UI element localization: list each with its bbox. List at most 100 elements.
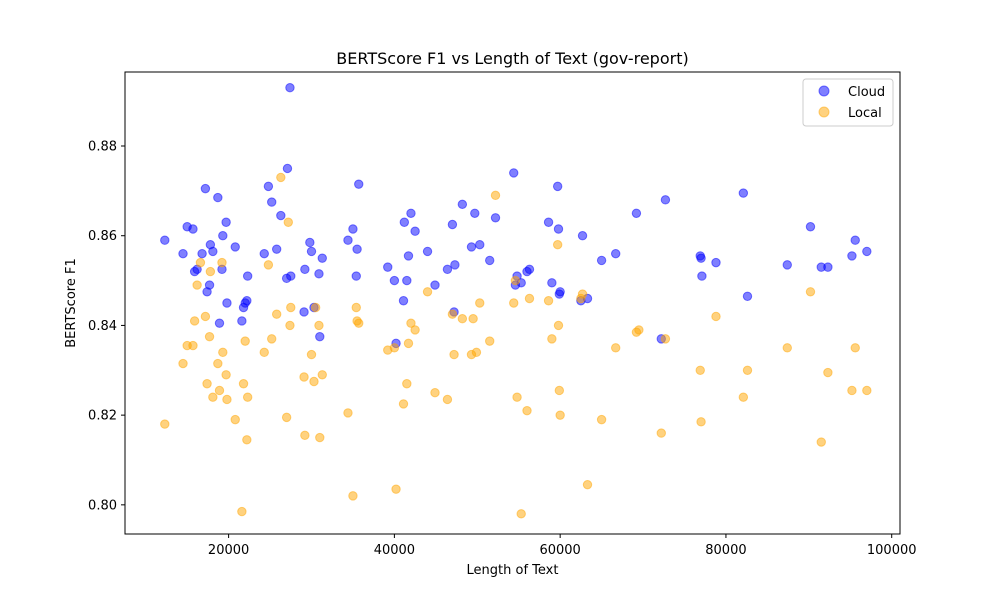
chart-title: BERTScore F1 vs Length of Text (gov-repo… [336,49,688,68]
y-tick-label: 0.88 [88,140,117,155]
data-point-cloud [553,224,564,234]
data-point-cloud [402,275,412,286]
data-point-cloud [242,296,252,306]
data-point-cloud [457,199,468,210]
data-point-cloud [299,307,309,317]
data-point-cloud [204,280,215,290]
x-tick-label: 20000 [208,543,249,558]
data-point-local [805,287,816,297]
data-point-cloud [711,257,721,268]
legend-marker-cloud [818,85,830,97]
data-point-local [189,316,200,326]
data-point-local [217,257,227,268]
data-point-local [237,506,247,517]
data-point-local [348,491,358,501]
data-point-local [634,325,644,335]
data-point-local [449,349,459,360]
data-point-local [547,334,557,344]
data-point-cloud [208,246,218,257]
points-layer [160,83,872,519]
legend-label-local: Local [848,106,882,121]
data-point-local [457,314,468,324]
data-point-cloud [696,253,706,263]
data-point-cloud [422,246,433,257]
x-tick-label: 80000 [705,543,746,558]
data-point-local [195,257,206,268]
data-point-cloud [271,244,282,254]
data-point-local [442,394,453,405]
x-axis: 20000 40000 60000 80000 100000 [208,534,917,558]
data-point-local [543,296,554,306]
data-point-local [490,190,501,201]
data-point-local [299,372,309,382]
data-point-cloud [242,271,253,281]
y-tick-label: 0.86 [88,229,117,244]
legend-label-cloud: Cloud [848,85,885,100]
data-point-cloud [315,331,325,342]
data-point-cloud [188,224,198,234]
data-point-local [611,343,621,353]
data-point-local [553,320,564,331]
data-point-cloud [447,219,458,230]
data-point-local [485,336,495,346]
data-point-cloud [286,271,296,281]
data-point-local [823,367,833,378]
data-point-cloud [805,222,816,232]
data-point-cloud [485,255,495,266]
data-point-local [522,405,532,416]
data-point-local [422,287,433,297]
data-point-cloud [160,235,170,245]
data-point-cloud [509,168,519,178]
data-point-local [238,379,249,389]
y-tick-label: 0.84 [88,319,117,334]
data-point-local [286,302,296,313]
data-point-cloud [282,163,293,174]
data-point-cloud [660,195,671,205]
data-point-local [267,334,277,344]
data-point-local [555,410,565,420]
data-point-local [221,370,231,380]
data-point-local [178,358,188,369]
data-point-cloud [406,208,416,218]
data-point-cloud [230,242,240,252]
data-point-local [192,280,202,290]
data-point-local [263,260,274,270]
data-point-cloud [577,231,588,241]
data-point-local [711,311,721,322]
data-point-local [402,379,412,389]
data-point-cloud [631,208,642,218]
data-point-cloud [213,192,223,203]
data-point-cloud [450,260,460,270]
data-point-local [389,343,400,353]
data-point-local [475,298,485,308]
data-point-cloud [222,298,232,308]
data-point-cloud [389,275,400,286]
data-point-local [577,289,588,299]
data-point-local [160,419,170,429]
data-point-local [742,365,753,375]
data-point-local [695,365,705,375]
data-point-local [218,347,228,358]
data-point-cloud [524,264,535,275]
data-point-local [782,343,792,353]
data-point-cloud [214,318,225,328]
data-point-local [354,318,364,328]
data-point-cloud [543,217,554,227]
data-point-cloud [398,296,409,306]
data-point-local [471,347,482,358]
data-point-local [276,172,286,183]
data-point-local [847,385,857,396]
data-point-local [230,414,240,425]
data-point-cloud [552,181,563,192]
plot-area-frame [124,71,901,535]
data-point-local [202,379,212,389]
data-point-local [391,484,401,494]
data-point-cloud [742,291,753,301]
data-point-local [516,509,526,519]
data-point-cloud [306,246,317,257]
data-point-cloud [285,83,295,93]
data-point-local [406,318,416,328]
data-point-cloud [862,246,872,257]
